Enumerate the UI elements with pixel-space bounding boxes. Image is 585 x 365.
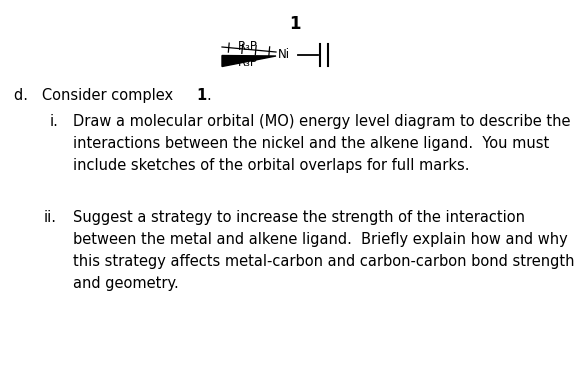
Text: Suggest a strategy to increase the strength of the interaction: Suggest a strategy to increase the stren… <box>73 210 525 225</box>
Text: this strategy affects metal-carbon and carbon-carbon bond strength: this strategy affects metal-carbon and c… <box>73 254 574 269</box>
Text: d.   Consider complex: d. Consider complex <box>14 88 178 103</box>
Text: 1: 1 <box>289 15 301 33</box>
Text: i.: i. <box>50 114 59 129</box>
Text: between the metal and alkene ligand.  Briefly explain how and why: between the metal and alkene ligand. Bri… <box>73 232 568 247</box>
Text: Draw a molecular orbital (MO) energy level diagram to describe the: Draw a molecular orbital (MO) energy lev… <box>73 114 570 129</box>
Text: R₃P: R₃P <box>238 41 258 54</box>
Text: 1: 1 <box>196 88 207 103</box>
Text: .: . <box>206 88 211 103</box>
Text: interactions between the nickel and the alkene ligand.  You must: interactions between the nickel and the … <box>73 136 549 151</box>
Text: Ni: Ni <box>278 49 290 61</box>
Text: R₃P: R₃P <box>238 55 258 69</box>
Text: include sketches of the orbital overlaps for full marks.: include sketches of the orbital overlaps… <box>73 158 470 173</box>
Text: ii.: ii. <box>44 210 57 225</box>
Text: and geometry.: and geometry. <box>73 276 179 291</box>
Polygon shape <box>222 55 276 66</box>
